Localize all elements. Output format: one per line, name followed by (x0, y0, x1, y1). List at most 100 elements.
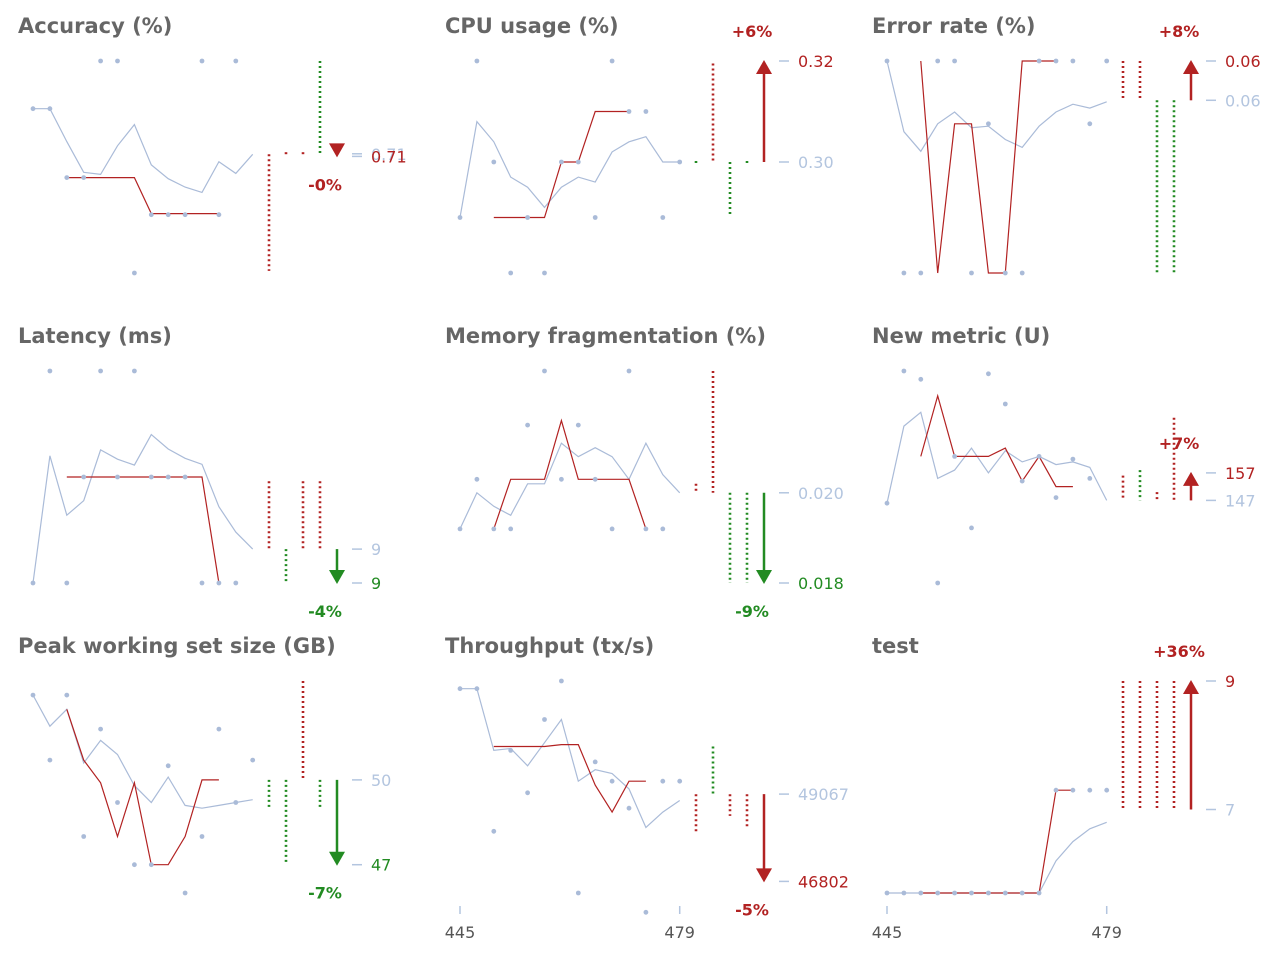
data-point (575, 422, 581, 428)
data-point (542, 717, 547, 722)
data-point (525, 215, 530, 220)
change-label: -7% (308, 884, 342, 903)
change-label: -0% (308, 175, 342, 194)
change-arrow-head (756, 60, 772, 74)
data-point (952, 454, 957, 459)
data-point (969, 890, 974, 896)
data-point (884, 890, 890, 896)
x-tick-label: 445 (872, 923, 903, 940)
data-point (233, 800, 239, 805)
data-point (525, 422, 530, 428)
baseline-line (920, 789, 1073, 894)
data-point (491, 526, 497, 532)
data-point (969, 270, 974, 276)
data-point (952, 58, 957, 64)
series-line (32, 694, 253, 809)
data-point (1036, 58, 1042, 64)
chart-title: Error rate (%) (872, 14, 1036, 38)
change-label: +8% (1159, 22, 1200, 41)
baseline-line (493, 418, 647, 530)
data-point (609, 58, 615, 64)
y-tick-label: 0.020 (798, 484, 844, 503)
data-point (884, 500, 890, 506)
data-point (935, 58, 941, 64)
chart-plot: 50 47 -7% (30, 681, 391, 903)
x-tick-label: 479 (664, 923, 695, 940)
y-tick-label: 47 (371, 856, 391, 875)
data-point (491, 828, 497, 834)
data-point (457, 526, 463, 532)
data-point (98, 726, 103, 732)
data-point (1087, 787, 1093, 793)
data-point (1104, 58, 1110, 64)
chart-panel-memory-fragmentation: Memory fragmentation (%) 0.020 0.018 -9% (427, 310, 854, 630)
change-arrow-head (1183, 471, 1199, 486)
data-point (199, 58, 205, 64)
data-point (660, 215, 666, 220)
chart-plot: 9 9 -4% (30, 368, 381, 621)
data-point (1019, 270, 1025, 276)
data-point (98, 368, 103, 374)
data-point (575, 159, 581, 165)
series-line (459, 120, 680, 218)
data-point (592, 476, 598, 482)
data-point (986, 371, 991, 377)
data-point (474, 58, 480, 64)
data-point (199, 580, 205, 586)
chart-title: Throughput (tx/s) (445, 634, 655, 658)
data-point (81, 175, 87, 181)
series-line (459, 441, 681, 530)
data-point (115, 800, 120, 805)
data-point (457, 686, 463, 692)
data-point (1002, 401, 1008, 407)
data-point (64, 175, 70, 181)
data-point (1019, 478, 1025, 484)
data-point (901, 890, 907, 896)
data-point (30, 580, 36, 586)
data-point (199, 834, 205, 839)
chart-plot: 0.06 0.06 +8% (884, 22, 1261, 276)
data-point (626, 805, 632, 811)
data-point (132, 270, 137, 276)
data-point (643, 526, 649, 532)
data-point (1087, 476, 1093, 481)
data-point (165, 763, 171, 769)
data-point (474, 686, 480, 692)
change-arrow-head (1183, 680, 1199, 694)
data-point (542, 270, 547, 276)
change-label: +36% (1153, 642, 1205, 661)
data-point (216, 212, 222, 218)
data-point (182, 890, 188, 896)
data-point (901, 368, 907, 374)
chart-plot: 9 7 +36% 445 479 (872, 642, 1235, 940)
data-point (918, 890, 924, 896)
data-point (609, 778, 615, 784)
change-label: -9% (735, 602, 769, 621)
chart-title: test (872, 634, 919, 658)
data-point (47, 106, 53, 112)
data-point (559, 476, 564, 482)
y-tick-label: 9 (371, 574, 381, 593)
data-point (609, 526, 615, 532)
data-point (1070, 787, 1076, 793)
data-point (64, 580, 70, 586)
data-point (233, 580, 239, 586)
data-point (918, 270, 924, 276)
data-point (30, 106, 36, 112)
change-label: -4% (308, 602, 342, 621)
data-point (165, 474, 171, 480)
data-point (81, 834, 87, 839)
data-point (508, 270, 514, 276)
baseline-line (493, 743, 646, 814)
data-point (47, 368, 53, 374)
data-point (81, 474, 87, 480)
change-label: -5% (735, 900, 769, 919)
data-point (626, 109, 632, 114)
data-point (986, 890, 991, 896)
chart-title: Latency (ms) (18, 324, 172, 348)
data-point (1002, 270, 1008, 276)
series-line (887, 821, 1107, 894)
y-tick-label: 0.06 (1225, 91, 1261, 110)
chart-panel-latency: Latency (ms) 9 9 -4% (0, 310, 427, 630)
change-arrow-head (329, 851, 345, 866)
